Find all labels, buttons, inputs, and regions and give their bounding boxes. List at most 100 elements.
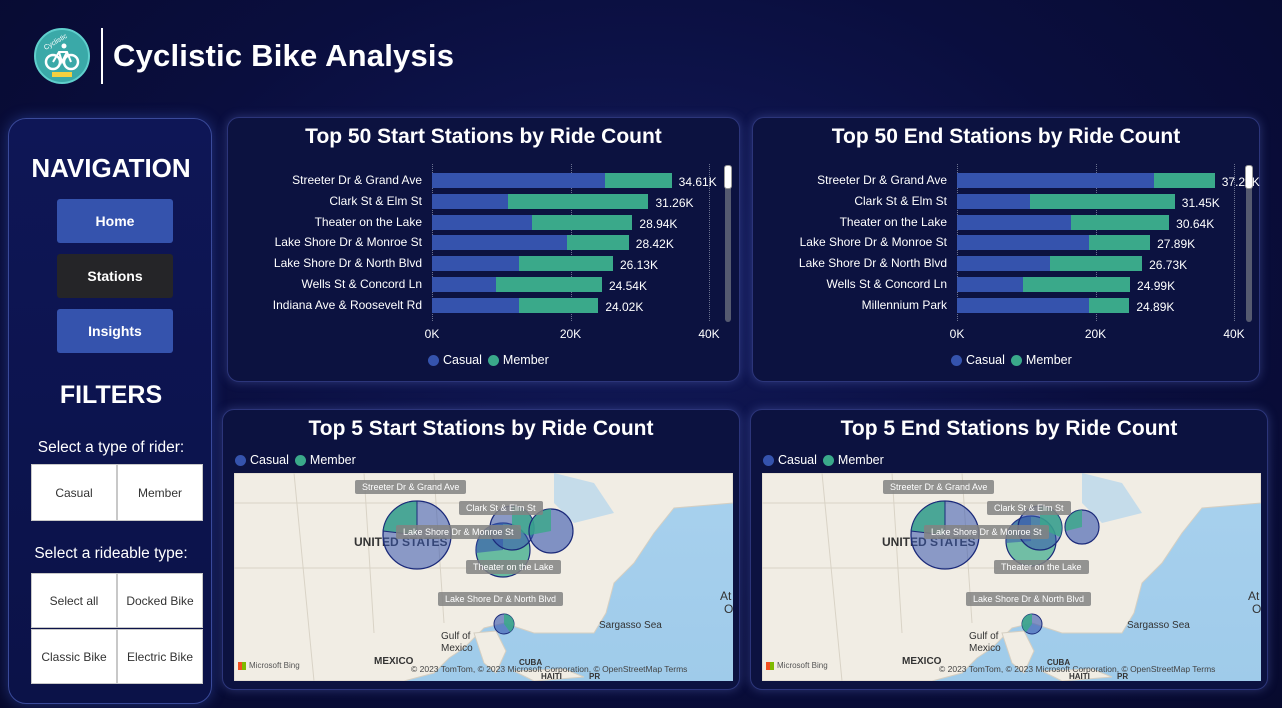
- bar-member[interactable]: [532, 214, 633, 230]
- navigation-heading: NAVIGATION: [31, 153, 191, 183]
- category-label: Streeter Dr & Grand Ave: [817, 173, 947, 187]
- station-label-streeter: Streeter Dr & Grand Ave: [355, 480, 467, 494]
- chart-scrollbar[interactable]: [725, 165, 731, 322]
- bar-data-label: 28.42K: [635, 237, 674, 252]
- bar-data-label: 28.94K: [639, 216, 678, 231]
- map-sargasso-label: Sargasso Sea: [599, 620, 662, 631]
- map-copyright[interactable]: © 2023 TomTom, © 2023 Microsoft Corporat…: [411, 664, 688, 674]
- map-mexico-label: MEXICO: [374, 656, 414, 667]
- casual-legend-dot: [428, 354, 439, 366]
- category-label: Wells St & Concord Ln: [301, 277, 423, 291]
- x-tick-label: 0K: [949, 327, 965, 341]
- station-label-theater: Theater on the Lake: [994, 560, 1089, 574]
- rideable-electric-bike-option[interactable]: Electric Bike: [117, 629, 203, 684]
- map-atlantic-label-2: O: [724, 602, 733, 616]
- nav-stations-button[interactable]: Stations: [57, 254, 173, 298]
- chart-scroll-thumb[interactable]: [724, 165, 732, 189]
- cyclistic-logo: Cyclistic: [34, 28, 90, 84]
- map-legend: Casual Member: [763, 453, 884, 467]
- legend-casual-label: Casual: [778, 453, 817, 467]
- legend-member-label: Member: [1025, 353, 1072, 367]
- category-label: Clark St & Elm St: [329, 193, 422, 208]
- header-divider: [101, 28, 103, 84]
- bubble-monroe: [1064, 509, 1100, 545]
- bubble-map[interactable]: UNITED STATES Gulf of Mexico MEXICO CUBA…: [762, 473, 1261, 681]
- rideable-classic-bike-option[interactable]: Classic Bike: [31, 629, 117, 684]
- category-label: Lake Shore Dr & North Blvd: [273, 256, 422, 271]
- page-title: Cyclistic Bike Analysis: [113, 38, 455, 73]
- bar-member[interactable]: [518, 256, 613, 272]
- bar-member[interactable]: [1088, 235, 1151, 251]
- member-legend-dot: [294, 454, 306, 466]
- bar-member[interactable]: [605, 173, 672, 188]
- map-copyright[interactable]: © 2023 TomTom, © 2023 Microsoft Corporat…: [939, 664, 1216, 674]
- bar-casual[interactable]: [957, 235, 1089, 251]
- legend-casual-label: Casual: [250, 453, 289, 467]
- bar-casual[interactable]: [957, 193, 1030, 209]
- map-haiti-label: HAITI: [541, 672, 562, 681]
- bar-member[interactable]: [1088, 297, 1130, 313]
- bar-member[interactable]: [508, 193, 649, 209]
- bubble-north-blvd: [493, 613, 515, 635]
- member-legend-dot: [822, 454, 834, 466]
- bar-member[interactable]: [1071, 214, 1170, 230]
- bar-data-label: 37.22K: [1221, 175, 1260, 189]
- bar-casual[interactable]: [432, 173, 606, 188]
- bar-casual[interactable]: [432, 193, 509, 209]
- chart-legend: Casual Member: [951, 353, 1072, 367]
- rider-type-label: Select a type of rider:: [37, 439, 185, 456]
- bar-casual[interactable]: [957, 173, 1155, 188]
- bar-casual[interactable]: [432, 214, 533, 230]
- gridline: [709, 164, 710, 321]
- bar-member[interactable]: [1022, 277, 1131, 292]
- bar-data-label: 31.26K: [655, 195, 694, 210]
- category-label: Lake Shore Dr & Monroe St: [274, 235, 422, 250]
- map-cuba-label: CUBA: [1047, 658, 1071, 667]
- map-atlantic-label-2: O: [1252, 602, 1261, 616]
- rider-member-option[interactable]: Member: [117, 464, 203, 521]
- chart-title: Top 50 End Stations by Ride Count: [831, 125, 1181, 148]
- bar-member[interactable]: [518, 297, 599, 313]
- legend-casual-label: Casual: [966, 353, 1005, 367]
- chart-legend: Casual Member: [428, 353, 549, 367]
- chart-scroll-thumb[interactable]: [1245, 165, 1253, 189]
- bubble-monroe: [528, 508, 574, 554]
- bar-data-label: 24.54K: [608, 279, 647, 293]
- rider-casual-option[interactable]: Casual: [31, 464, 117, 521]
- bar-casual[interactable]: [957, 256, 1051, 272]
- map-gulf-label: Gulf of: [969, 631, 999, 642]
- bar-casual[interactable]: [432, 235, 568, 251]
- bubble-map[interactable]: UNITED STATES Gulf of Mexico MEXICO CUBA…: [234, 473, 733, 681]
- bar-data-label: 27.89K: [1157, 237, 1196, 252]
- bar-casual[interactable]: [432, 256, 519, 272]
- bar-member[interactable]: [1029, 193, 1175, 209]
- bar-member[interactable]: [567, 235, 629, 251]
- bar-member[interactable]: [495, 277, 602, 292]
- map-legend: Casual Member: [235, 453, 356, 467]
- bar-member[interactable]: [1050, 256, 1143, 272]
- end-stations-map-card: Top 5 End Stations by Ride Count Casual …: [750, 409, 1268, 690]
- map-pr-label: PR: [589, 672, 601, 681]
- nav-insights-button[interactable]: Insights: [57, 309, 173, 353]
- bar-casual[interactable]: [432, 277, 496, 292]
- x-tick-label: 40K: [698, 327, 720, 341]
- bar-data-label: 26.73K: [1149, 258, 1188, 273]
- chart-title: Top 50 Start Stations by Ride Count: [305, 125, 662, 148]
- station-label-theater: Theater on the Lake: [466, 560, 561, 574]
- rideable-docked-bike-option[interactable]: Docked Bike: [117, 573, 203, 628]
- bar-casual[interactable]: [957, 297, 1089, 313]
- legend-member-label: Member: [502, 353, 549, 367]
- x-tick-label: 20K: [559, 327, 582, 341]
- bar-casual[interactable]: [957, 214, 1072, 230]
- map-gulf-label: Gulf of: [441, 631, 471, 642]
- chart-scrollbar[interactable]: [1246, 165, 1252, 322]
- map-mexico-label: MEXICO: [902, 656, 942, 667]
- rideable-select-all-option[interactable]: Select all: [31, 573, 117, 628]
- bar-casual[interactable]: [432, 297, 519, 313]
- nav-home-button[interactable]: Home: [57, 199, 173, 243]
- category-label: Clark St & Elm St: [854, 193, 947, 208]
- bar-casual[interactable]: [957, 277, 1023, 292]
- bubble-north-blvd: [1021, 613, 1043, 635]
- bar-member[interactable]: [1154, 173, 1215, 188]
- casual-legend-dot: [951, 354, 962, 366]
